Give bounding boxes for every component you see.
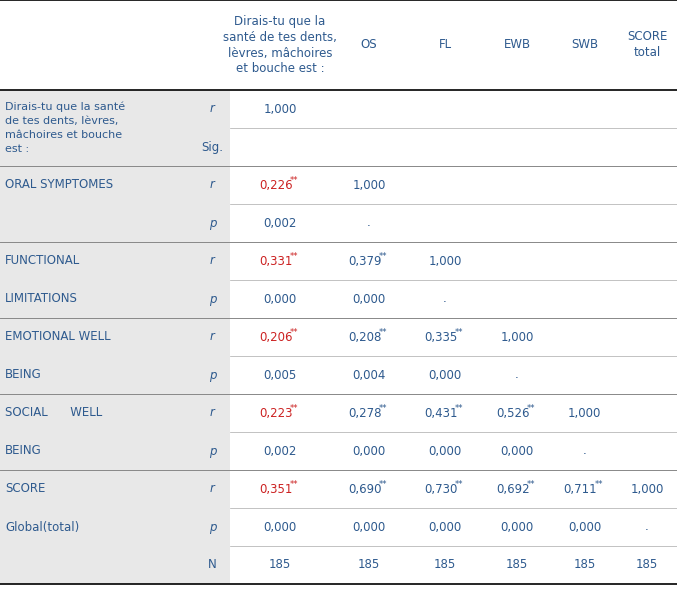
Text: 0,002: 0,002 bbox=[263, 216, 297, 230]
Text: SOCIAL      WELL: SOCIAL WELL bbox=[5, 406, 102, 420]
Text: 185: 185 bbox=[506, 558, 528, 571]
Text: SCORE: SCORE bbox=[627, 31, 668, 43]
Text: 0,690: 0,690 bbox=[348, 483, 382, 496]
Text: 185: 185 bbox=[358, 558, 380, 571]
Text: 1,000: 1,000 bbox=[568, 406, 601, 420]
Text: 1,000: 1,000 bbox=[500, 331, 533, 343]
Text: LIMITATIONS: LIMITATIONS bbox=[5, 293, 78, 306]
Text: **: ** bbox=[455, 480, 463, 489]
Text: EMOTIONAL WELL: EMOTIONAL WELL bbox=[5, 331, 110, 343]
Text: 1,000: 1,000 bbox=[352, 178, 386, 191]
Text: **: ** bbox=[527, 403, 536, 412]
Text: EWB: EWB bbox=[504, 38, 531, 51]
Text: **: ** bbox=[290, 252, 299, 260]
Text: 0,351: 0,351 bbox=[259, 483, 292, 496]
Text: 0,000: 0,000 bbox=[429, 521, 462, 533]
Text: r: r bbox=[210, 406, 215, 420]
Text: r: r bbox=[210, 331, 215, 343]
Text: 0,206: 0,206 bbox=[259, 331, 292, 343]
Text: 0,000: 0,000 bbox=[429, 368, 462, 381]
Text: lèvres, mâchoires: lèvres, mâchoires bbox=[227, 46, 332, 59]
Text: 0,000: 0,000 bbox=[263, 521, 297, 533]
Text: 0,711: 0,711 bbox=[564, 483, 597, 496]
Text: santé de tes dents,: santé de tes dents, bbox=[223, 31, 337, 43]
Text: 0,000: 0,000 bbox=[263, 293, 297, 306]
Text: 0,431: 0,431 bbox=[424, 406, 458, 420]
Text: **: ** bbox=[378, 327, 387, 337]
Text: 185: 185 bbox=[636, 558, 658, 571]
Text: p: p bbox=[209, 368, 216, 381]
Text: 0,208: 0,208 bbox=[348, 331, 382, 343]
Text: **: ** bbox=[290, 403, 299, 412]
Text: mâchoires et bouche: mâchoires et bouche bbox=[5, 130, 122, 140]
Text: de tes dents, lèvres,: de tes dents, lèvres, bbox=[5, 116, 118, 126]
Text: FL: FL bbox=[439, 38, 452, 51]
Text: 185: 185 bbox=[269, 558, 291, 571]
Text: est :: est : bbox=[5, 144, 29, 154]
Text: 0,002: 0,002 bbox=[263, 444, 297, 458]
Text: 0,379: 0,379 bbox=[348, 255, 382, 268]
Text: **: ** bbox=[527, 480, 536, 489]
Text: 185: 185 bbox=[434, 558, 456, 571]
Text: **: ** bbox=[378, 252, 387, 260]
Bar bbox=[0, 90, 230, 584]
Text: 0,000: 0,000 bbox=[568, 521, 601, 533]
Text: Dirais-tu que la: Dirais-tu que la bbox=[234, 15, 326, 27]
Text: 0,000: 0,000 bbox=[500, 521, 533, 533]
Text: 0,004: 0,004 bbox=[352, 368, 386, 381]
Text: r: r bbox=[210, 178, 215, 191]
Text: 0,000: 0,000 bbox=[352, 521, 386, 533]
Text: .: . bbox=[583, 444, 586, 458]
Text: 0,226: 0,226 bbox=[259, 178, 293, 191]
Text: 0,331: 0,331 bbox=[259, 255, 292, 268]
Text: 0,000: 0,000 bbox=[429, 444, 462, 458]
Text: 1,000: 1,000 bbox=[429, 255, 462, 268]
Text: BEING: BEING bbox=[5, 368, 42, 381]
Text: 0,335: 0,335 bbox=[424, 331, 458, 343]
Text: r: r bbox=[210, 255, 215, 268]
Text: ORAL SYMPTOMES: ORAL SYMPTOMES bbox=[5, 178, 113, 191]
Text: 1,000: 1,000 bbox=[263, 103, 297, 115]
Text: Global(total): Global(total) bbox=[5, 521, 79, 533]
Text: 0,692: 0,692 bbox=[496, 483, 530, 496]
Text: **: ** bbox=[378, 480, 387, 489]
Text: 0,000: 0,000 bbox=[352, 444, 386, 458]
Text: r: r bbox=[210, 103, 215, 115]
Text: N: N bbox=[208, 558, 217, 571]
Text: p: p bbox=[209, 293, 216, 306]
Text: **: ** bbox=[455, 403, 463, 412]
Text: **: ** bbox=[290, 480, 299, 489]
Text: p: p bbox=[209, 216, 216, 230]
Text: 0,005: 0,005 bbox=[263, 368, 297, 381]
Text: BEING: BEING bbox=[5, 444, 42, 458]
Text: 1,000: 1,000 bbox=[630, 483, 663, 496]
Text: OS: OS bbox=[361, 38, 377, 51]
Text: 0,730: 0,730 bbox=[424, 483, 458, 496]
Text: FUNCTIONAL: FUNCTIONAL bbox=[5, 255, 81, 268]
Text: p: p bbox=[209, 521, 216, 533]
Text: Dirais-tu que la santé: Dirais-tu que la santé bbox=[5, 102, 125, 112]
Text: 0,000: 0,000 bbox=[500, 444, 533, 458]
Text: 0,278: 0,278 bbox=[348, 406, 382, 420]
Text: 185: 185 bbox=[573, 558, 596, 571]
Text: SWB: SWB bbox=[571, 38, 598, 51]
Text: **: ** bbox=[290, 327, 299, 337]
Text: et bouche est :: et bouche est : bbox=[236, 62, 324, 76]
Text: total: total bbox=[634, 46, 661, 59]
Text: .: . bbox=[367, 216, 371, 230]
Text: .: . bbox=[645, 521, 649, 533]
Text: .: . bbox=[515, 368, 519, 381]
Text: r: r bbox=[210, 483, 215, 496]
Text: Sig.: Sig. bbox=[202, 141, 223, 153]
Text: .: . bbox=[443, 293, 447, 306]
Text: **: ** bbox=[378, 403, 387, 412]
Text: **: ** bbox=[455, 327, 463, 337]
Text: **: ** bbox=[290, 175, 299, 185]
Text: 0,000: 0,000 bbox=[352, 293, 386, 306]
Text: 0,223: 0,223 bbox=[259, 406, 292, 420]
Text: 0,526: 0,526 bbox=[496, 406, 529, 420]
Text: **: ** bbox=[594, 480, 603, 489]
Text: p: p bbox=[209, 444, 216, 458]
Text: SCORE: SCORE bbox=[5, 483, 45, 496]
